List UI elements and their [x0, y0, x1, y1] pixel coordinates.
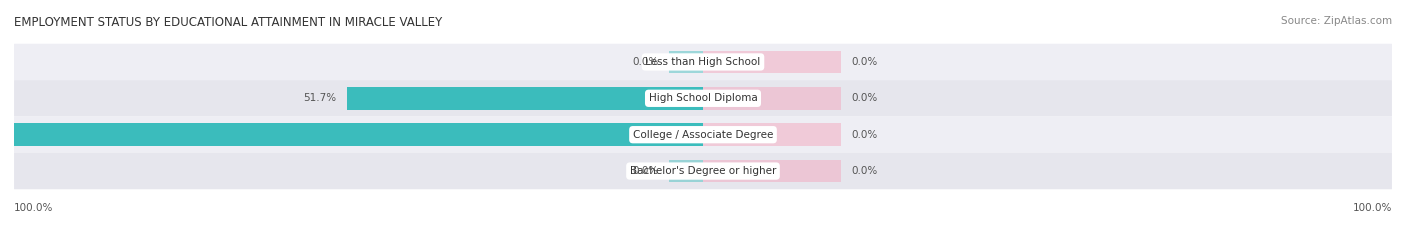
Bar — [703, 51, 841, 73]
Bar — [14, 123, 703, 146]
Bar — [703, 123, 841, 146]
Text: Source: ZipAtlas.com: Source: ZipAtlas.com — [1281, 16, 1392, 26]
Text: 0.0%: 0.0% — [631, 57, 658, 67]
Bar — [669, 51, 703, 73]
Text: High School Diploma: High School Diploma — [648, 93, 758, 103]
FancyBboxPatch shape — [14, 153, 1392, 189]
Text: Less than High School: Less than High School — [645, 57, 761, 67]
Text: 0.0%: 0.0% — [851, 57, 877, 67]
Text: 0.0%: 0.0% — [631, 166, 658, 176]
Bar — [703, 87, 841, 110]
Text: Bachelor's Degree or higher: Bachelor's Degree or higher — [630, 166, 776, 176]
FancyBboxPatch shape — [14, 116, 1392, 153]
Text: 100.0%: 100.0% — [14, 203, 53, 213]
Text: 0.0%: 0.0% — [851, 130, 877, 140]
Text: 0.0%: 0.0% — [851, 93, 877, 103]
FancyBboxPatch shape — [14, 44, 1392, 80]
Bar — [347, 87, 703, 110]
Text: College / Associate Degree: College / Associate Degree — [633, 130, 773, 140]
Text: 100.0%: 100.0% — [1353, 203, 1392, 213]
Text: EMPLOYMENT STATUS BY EDUCATIONAL ATTAINMENT IN MIRACLE VALLEY: EMPLOYMENT STATUS BY EDUCATIONAL ATTAINM… — [14, 16, 443, 29]
FancyBboxPatch shape — [14, 80, 1392, 116]
Bar — [703, 160, 841, 182]
Bar — [669, 160, 703, 182]
Text: 51.7%: 51.7% — [304, 93, 336, 103]
Text: 0.0%: 0.0% — [851, 166, 877, 176]
